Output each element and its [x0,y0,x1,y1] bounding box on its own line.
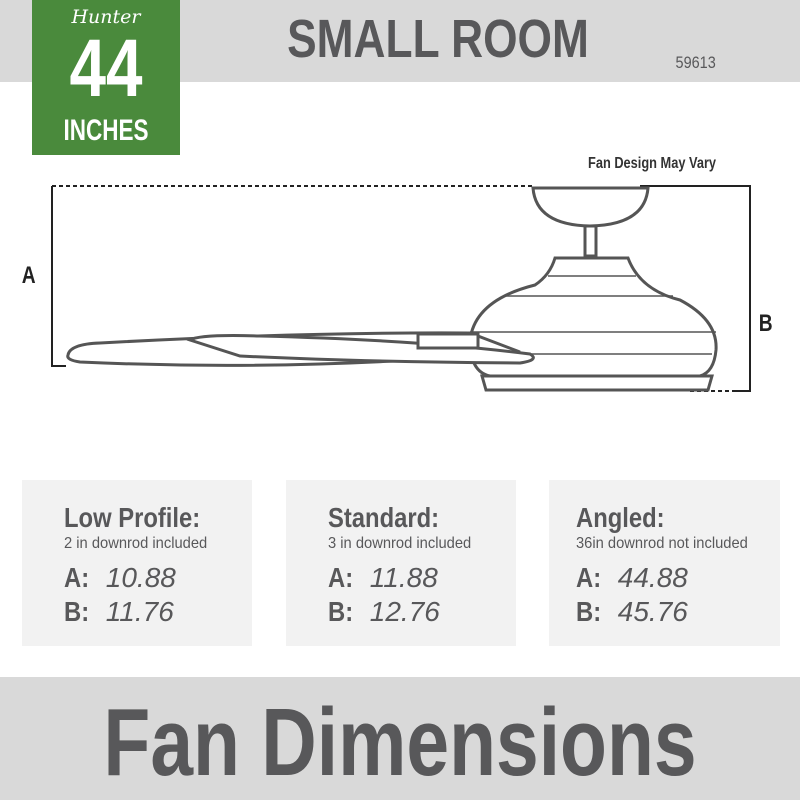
blade-bracket [416,332,480,350]
option-standard: Standard: 3 in downrod included A: 11.88… [286,480,516,646]
b-value: 11.76 [105,596,174,627]
a-label: A: [328,562,354,593]
b-label: B: [64,596,90,627]
page-title: SMALL ROOM [287,9,589,69]
option-a-row: A: 11.88 [328,562,438,594]
fan-diagram [51,185,751,392]
option-a-row: A: 44.88 [576,562,688,594]
option-title: Low Profile: [64,502,201,533]
badge-size: 44 [69,23,143,114]
light-ring [480,374,714,392]
option-subtitle: 2 in downrod included [64,535,208,552]
badge-unit: INCHES [63,114,149,147]
a-value: 44.88 [617,562,688,593]
dimension-lines [51,185,751,392]
dimension-b-label: B [758,310,773,337]
canopy [531,186,650,228]
option-b-row: B: 12.76 [328,596,440,628]
footer-band [0,677,800,800]
downrod [583,224,598,258]
b-value: 45.76 [617,596,688,627]
dimension-a-label: A [21,262,36,289]
option-b-row: B: 45.76 [576,596,688,628]
design-note: Fan Design May Vary [588,155,717,172]
option-title: Angled: [576,502,665,533]
b-label: B: [328,596,354,627]
b-value: 12.76 [369,596,440,627]
footer-title: Fan Dimensions [103,689,697,796]
option-subtitle: 36in downrod not included [576,535,748,552]
a-value: 10.88 [105,562,176,593]
a-label: A: [64,562,90,593]
b-label: B: [576,596,602,627]
fan-illustration [66,186,718,392]
option-angled: Angled: 36in downrod not included A: 44.… [549,480,780,646]
model-number: 59613 [675,53,716,72]
option-b-row: B: 11.76 [64,596,174,628]
option-low-profile: Low Profile: 2 in downrod included A: 10… [22,480,252,646]
fan-blade-front [186,334,535,365]
option-subtitle: 3 in downrod included [328,535,472,552]
option-a-row: A: 10.88 [64,562,176,594]
size-badge: Hunter 44 INCHES [32,0,180,155]
a-label: A: [576,562,602,593]
a-value: 11.88 [369,562,438,593]
option-title: Standard: [328,502,440,533]
brand-logo: Hunter [71,6,141,28]
